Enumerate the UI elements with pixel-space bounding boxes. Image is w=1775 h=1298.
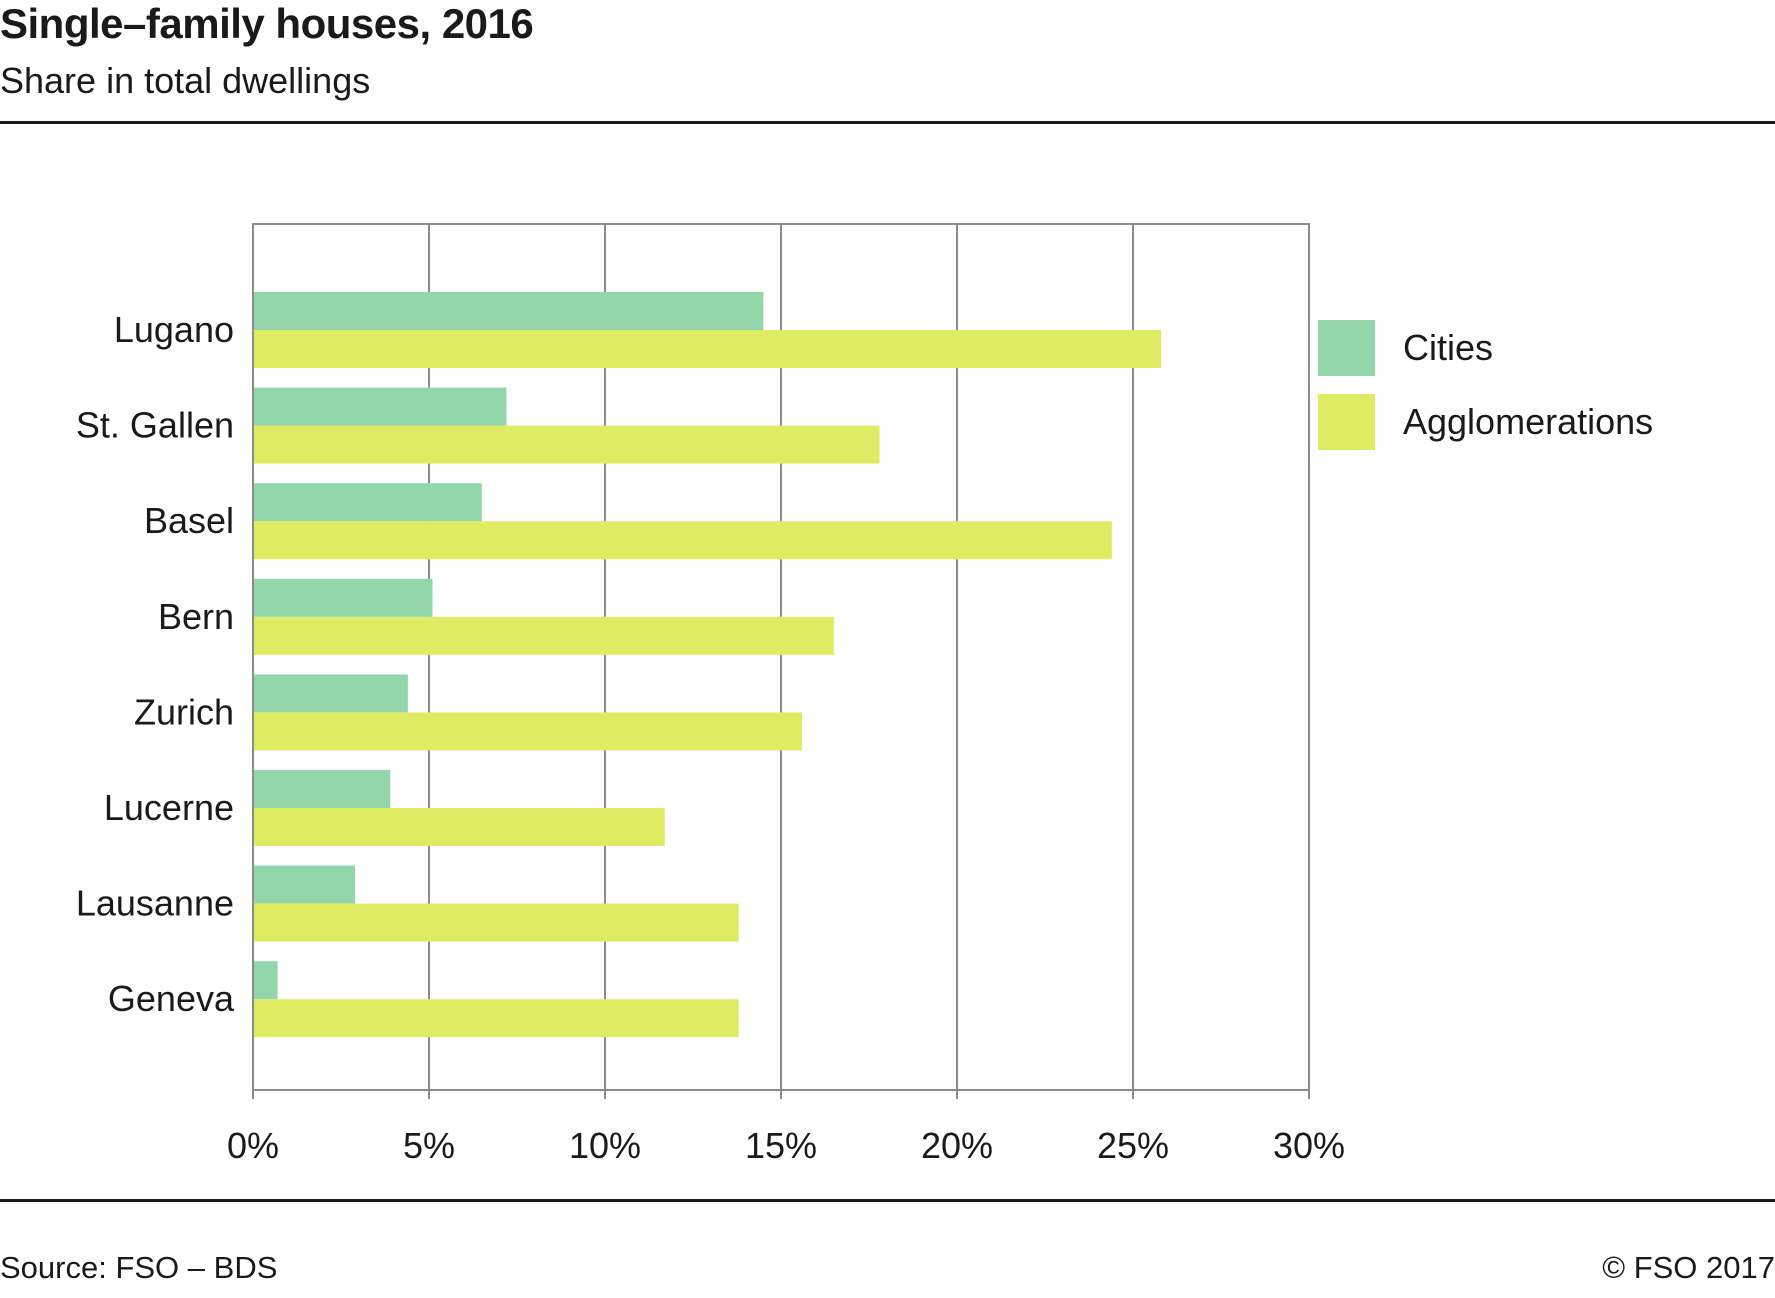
bar-cities (254, 961, 278, 1000)
bar-agglomerations (254, 808, 665, 846)
bar-agglomerations (254, 425, 880, 464)
bar-cities (254, 674, 408, 713)
source-note: Source: FSO – BDS (0, 1250, 278, 1285)
category-label: Geneva (108, 978, 235, 1019)
legend-label: Agglomerations (1403, 401, 1653, 442)
category-label: Lausanne (76, 883, 234, 924)
legend-label: Cities (1403, 327, 1493, 368)
x-tick-label: 15% (745, 1125, 817, 1166)
category-labels: Lugano St. Gallen Basel Bern Zurich Lucerne La… (76, 309, 235, 1019)
top-divider (0, 121, 1775, 124)
bar-cities (254, 292, 764, 330)
bar-cities (254, 865, 356, 904)
x-tick-label: 30% (1273, 1125, 1345, 1166)
x-tick-label: 5% (403, 1125, 455, 1166)
bar-agglomerations (254, 999, 739, 1038)
bar-agglomerations (254, 616, 834, 655)
legend-swatch (1318, 394, 1375, 450)
bar-agglomerations (254, 521, 1112, 560)
category-label: Zurich (134, 691, 234, 732)
bars (254, 292, 1162, 1038)
bar-cities (254, 387, 507, 426)
x-tick-label: 20% (921, 1125, 993, 1166)
category-label: Lucerne (104, 787, 234, 828)
bar-agglomerations (254, 903, 739, 942)
x-tick-label: 25% (1097, 1125, 1169, 1166)
bar-cities (254, 770, 391, 808)
category-label: St. Gallen (76, 405, 234, 446)
bar-agglomerations (254, 712, 803, 751)
bar-cities (254, 578, 433, 617)
category-label: Bern (158, 596, 234, 637)
chart-subtitle: Share in total dwellings (0, 60, 371, 101)
x-tick-label: 0% (227, 1125, 279, 1166)
category-label: Lugano (114, 309, 234, 350)
bar-cities (254, 483, 482, 522)
legend: Cities Agglomerations (1318, 320, 1653, 450)
copyright-note: © FSO 2017 (1602, 1250, 1775, 1285)
x-axis-ticks: 0% 5% 10% 15% 20% 25% 30% (227, 1125, 1345, 1166)
bar-agglomerations (254, 330, 1162, 368)
legend-swatch (1318, 320, 1375, 376)
category-label: Basel (144, 500, 234, 541)
bottom-divider (0, 1199, 1775, 1202)
bar-chart: Lugano St. Gallen Basel Bern Zurich Lucerne La… (76, 223, 1653, 1166)
grid-lines (252, 223, 1310, 1099)
chart-title: Single–family houses, 2016 (0, 0, 534, 47)
x-tick-label: 10% (569, 1125, 641, 1166)
